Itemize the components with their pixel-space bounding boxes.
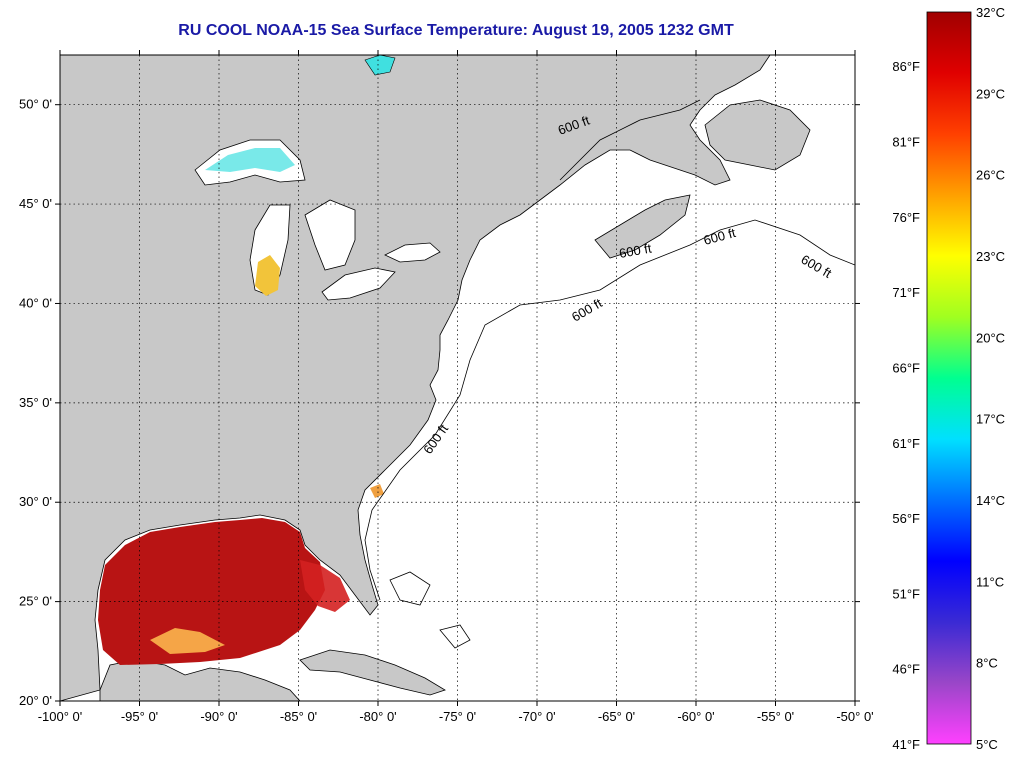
lake-superior-sst	[205, 148, 295, 172]
lake-erie	[321, 267, 396, 301]
lat-label: 35° 0'	[19, 395, 52, 410]
fahrenheit-label: 71°F	[892, 285, 920, 300]
fahrenheit-label: 61°F	[892, 436, 920, 451]
fahrenheit-label: 56°F	[892, 511, 920, 526]
fahrenheit-label: 86°F	[892, 59, 920, 74]
axis-labels: -100° 0' -95° 0' -90° 0' -85° 0' -80° 0' -75°…	[19, 97, 874, 724]
fahrenheit-label: 46°F	[892, 662, 920, 677]
fahrenheit-label: 41°F	[892, 737, 920, 752]
map-frame	[59, 54, 856, 702]
land-north-america	[60, 55, 771, 701]
land-newfoundland	[704, 99, 811, 171]
map-content: 600 ft 600 ft 600 ft 600 ft 600 ft 600 f…	[60, 55, 855, 701]
gulf-sst-warm-patches	[150, 628, 225, 654]
gulf-sst-east	[300, 560, 350, 612]
lon-label: -55° 0'	[757, 709, 794, 724]
lat-label: 40° 0'	[19, 295, 52, 310]
lon-label: -85° 0'	[280, 709, 317, 724]
hudson-bay-fragment	[364, 55, 396, 76]
celsius-label: 20°C	[976, 330, 1005, 345]
celsius-label: 26°C	[976, 168, 1005, 183]
lon-label: -60° 0'	[677, 709, 714, 724]
lon-label: -75° 0'	[439, 709, 476, 724]
celsius-label: 8°C	[976, 656, 998, 671]
lake-ontario	[384, 242, 441, 263]
fahrenheit-label: 51°F	[892, 586, 920, 601]
lon-label: -95° 0'	[121, 709, 158, 724]
land-nova-scotia	[594, 194, 691, 259]
lon-label: -65° 0'	[598, 709, 635, 724]
lat-label: 50° 0'	[19, 97, 52, 112]
celsius-label: 17°C	[976, 412, 1005, 427]
colorbar	[926, 11, 972, 745]
lat-label: 30° 0'	[19, 494, 52, 509]
graticule	[55, 50, 860, 706]
colorbar-labels: 5°C 8°C 11°C 14°C 17°C 20°C 23°C 26°C 29°C 32°C 41…	[892, 5, 1005, 752]
map-title: RU COOL NOAA-15 Sea Surface Temperature:…	[178, 22, 734, 39]
lon-label: -100° 0'	[38, 709, 83, 724]
atlantic-sst-patch	[370, 484, 384, 498]
land-bahamas	[389, 571, 471, 649]
celsius-label: 23°C	[976, 249, 1005, 264]
isobath-600ft-north	[559, 99, 701, 181]
lake-michigan-sst	[255, 255, 280, 296]
lat-label: 25° 0'	[19, 594, 52, 609]
fahrenheit-label: 76°F	[892, 210, 920, 225]
celsius-label: 29°C	[976, 86, 1005, 101]
lat-label: 45° 0'	[19, 196, 52, 211]
land-cuba	[299, 649, 446, 696]
lake-huron	[304, 199, 356, 271]
fahrenheit-label: 66°F	[892, 360, 920, 375]
celsius-label: 14°C	[976, 493, 1005, 508]
lon-label: -80° 0'	[359, 709, 396, 724]
isobath-label-5: 600 ft	[618, 240, 653, 260]
lon-label: -50° 0'	[836, 709, 873, 724]
celsius-label: 5°C	[976, 737, 998, 752]
celsius-label: 11°C	[976, 574, 1004, 589]
isobath-600ft	[364, 219, 855, 601]
lon-label: -90° 0'	[200, 709, 237, 724]
lon-label: -70° 0'	[518, 709, 555, 724]
lat-label: 20° 0'	[19, 693, 52, 708]
fahrenheit-label: 81°F	[892, 135, 920, 150]
gulf-sst	[98, 518, 325, 665]
celsius-label: 32°C	[976, 5, 1005, 20]
